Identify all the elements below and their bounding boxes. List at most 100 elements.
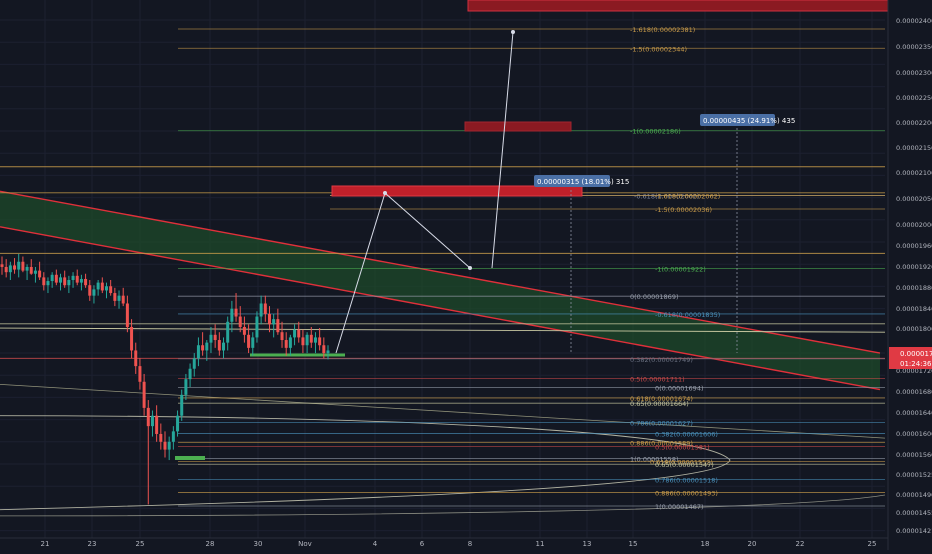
- candle-body: [79, 278, 83, 283]
- fibonacci-levels: -1.618(0.00002381) -1.5(0.00002344) -1(0.0…: [178, 26, 885, 511]
- fib-level-label: 1(0.00001467): [655, 503, 704, 511]
- candle-body: [117, 295, 121, 301]
- fib-level-label: 0.382(0.00001749): [630, 356, 693, 364]
- time-tick-label: Nov: [298, 540, 312, 548]
- candle-body: [205, 342, 209, 351]
- candle-body: [272, 319, 276, 325]
- candle-body: [134, 350, 138, 367]
- fib-level-label: 0.65(0.00001664): [630, 400, 689, 408]
- candle-body: [88, 285, 92, 296]
- candle-body: [125, 303, 129, 327]
- projection-arrowhead: [383, 191, 387, 195]
- price-tick-label: 0.00001421: [896, 527, 932, 535]
- candle-body: [309, 334, 313, 343]
- candle-body: [242, 326, 246, 335]
- price-axis[interactable]: 0.00002400 0.00002350 0.00002300 0.00002250…: [887, 0, 932, 550]
- candle-body: [297, 329, 301, 338]
- supply-zone-top: [467, 0, 889, 12]
- candle-body: [313, 337, 317, 343]
- bar-countdown: 01:24:36: [900, 360, 932, 368]
- time-tick-label: 18: [701, 540, 710, 548]
- price-tick-label: 0.00001880: [896, 284, 932, 292]
- candle-body: [150, 415, 154, 427]
- price-tick-label: 0.00001960: [896, 242, 932, 250]
- time-axis[interactable]: 21 23 25 28 30 Nov 4 6 8 11 13 15 18 20 22 25: [0, 537, 888, 548]
- price-tick-label: 0.00001525: [896, 471, 932, 479]
- time-tick-label: 4: [373, 540, 378, 548]
- fib-level-label: -0.618(0.00002062): [634, 192, 699, 200]
- candle-body: [146, 407, 150, 427]
- candle-body: [54, 274, 58, 283]
- price-tick-label: 0.00002000: [896, 221, 932, 229]
- candle-body: [59, 277, 63, 283]
- candle-body: [196, 345, 200, 359]
- price-tick-label: 0.00001455: [896, 509, 932, 517]
- candle-body: [163, 441, 167, 450]
- time-tick-label: 15: [629, 540, 638, 548]
- price-tick-label: 0.00002100: [896, 169, 932, 177]
- candle-body: [113, 293, 117, 301]
- candle-body: [42, 277, 46, 286]
- time-tick-label: 13: [583, 540, 592, 548]
- fib-level-label: 0.886(0.00001589): [630, 439, 693, 447]
- candle-body: [217, 340, 221, 351]
- candle-body: [192, 358, 196, 369]
- curve-overlay: [0, 415, 886, 517]
- price-tick-label: 0.00001920: [896, 263, 932, 271]
- candle-body: [247, 334, 251, 348]
- candle-body: [67, 280, 71, 286]
- price-tick-label: 0.00002050: [896, 195, 932, 203]
- channel-lower-line: [0, 190, 881, 354]
- fib-level-label: -1(0.00002186): [630, 128, 681, 136]
- time-tick-label: 11: [536, 540, 545, 548]
- candle-body: [305, 334, 309, 346]
- supply-zone-main: [331, 185, 583, 197]
- channel-upper-line: [0, 226, 881, 391]
- measure-label: 0.00000315 (18.01%) 315: [537, 178, 629, 186]
- time-tick-label: 8: [468, 540, 472, 548]
- projection-arrowhead: [511, 30, 515, 34]
- fib-level-label: 0.786(0.00001518): [655, 476, 718, 484]
- price-tick-label: 0.00002250: [896, 94, 932, 102]
- price-tick-label: 0.00002400: [896, 17, 932, 25]
- ellipse-arc: [0, 415, 731, 511]
- candle-body: [301, 337, 305, 346]
- candle-body: [180, 394, 184, 416]
- current-price-badge: [889, 347, 932, 369]
- time-tick-label: 25: [136, 540, 145, 548]
- candle-body: [159, 433, 163, 442]
- candle-body: [259, 303, 263, 317]
- projection-segment: [335, 192, 386, 354]
- projection-path: [335, 30, 515, 354]
- price-axis-background: [888, 0, 932, 550]
- fib-level-label: -1(0.00001922): [655, 266, 706, 274]
- candle-body: [280, 332, 284, 341]
- fib-level-label: -1.5(0.00002036): [655, 206, 712, 214]
- candle-body: [17, 261, 21, 270]
- price-tick-label: 0.00002150: [896, 144, 932, 152]
- time-tick-label: 6: [420, 540, 425, 548]
- fib-level-label: 0.618(0.00001552): [650, 459, 713, 467]
- candle-body: [171, 431, 175, 442]
- candle-body: [29, 266, 33, 274]
- price-tick-label: 0.00001640: [896, 409, 932, 417]
- time-tick-label: 21: [41, 540, 50, 548]
- time-tick-label: 23: [88, 540, 97, 548]
- candle-body: [276, 319, 280, 333]
- candle-body: [318, 337, 322, 346]
- candle-body: [167, 441, 171, 450]
- price-tick-label: 0.00001560: [896, 451, 932, 459]
- candle-body: [121, 295, 125, 304]
- candle-body: [234, 308, 238, 317]
- candle-body: [184, 379, 188, 395]
- projection-segment: [491, 31, 514, 269]
- candle-body: [213, 334, 217, 341]
- candle-body: [322, 345, 326, 354]
- candle-body: [155, 415, 159, 434]
- candle-body: [267, 313, 271, 325]
- candle-body: [226, 321, 230, 343]
- candle-body: [8, 265, 12, 273]
- candle-body: [251, 337, 255, 348]
